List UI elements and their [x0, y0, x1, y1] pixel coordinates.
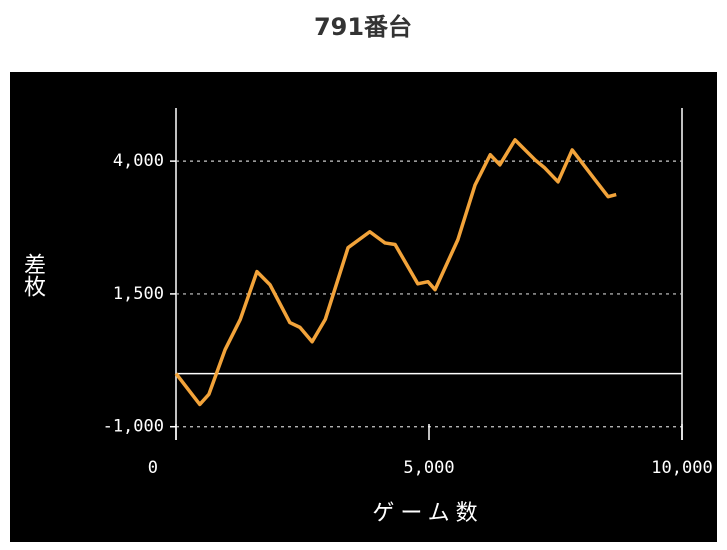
y-tick-label: 1,500 — [113, 284, 164, 304]
x-tick-label: 5,000 — [403, 458, 454, 478]
x-axis-label: ゲーム数 — [372, 501, 483, 526]
y-tick-label: -1,000 — [103, 417, 164, 437]
plot-background — [10, 72, 717, 542]
chart-title: 791番台 — [314, 13, 412, 41]
x-tick-label: 10,000 — [651, 458, 712, 478]
y-axis-label: 差枚 — [20, 253, 46, 297]
y-tick-label: 4,000 — [113, 151, 164, 171]
x-tick-label: 0 — [148, 458, 158, 478]
data-line — [174, 138, 617, 407]
